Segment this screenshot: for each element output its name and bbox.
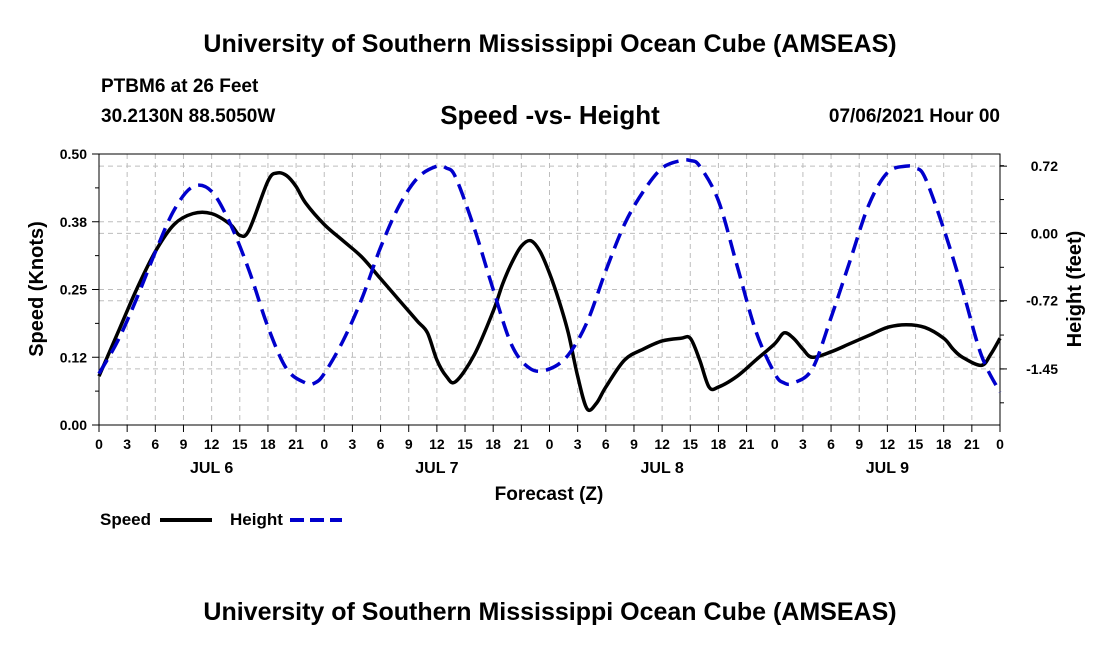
y-tick-label: 0.25	[60, 282, 87, 298]
x-tick-label: 0	[320, 436, 328, 452]
y2-tick-label: 0.72	[1031, 158, 1058, 174]
x-tick-label: 12	[429, 436, 445, 452]
x-tick-label: 0	[996, 436, 1004, 452]
x-tick-label: 12	[880, 436, 896, 452]
x-tick-label: 21	[739, 436, 755, 452]
x-tick-label: 9	[630, 436, 638, 452]
x-tick-label: 3	[799, 436, 807, 452]
x-tick-label: 21	[288, 436, 304, 452]
y2-tick-label: -0.72	[1026, 293, 1058, 309]
axes: 0 3 6 9 12 15 18 21 0 3 6 9 12 15 18 21 0 3 6 9 12 15 18 21 0 3 6 9…	[60, 146, 1058, 477]
x-tick-label: 6	[827, 436, 835, 452]
y2-tick-label: -1.45	[1026, 361, 1058, 377]
x-tick-label: 21	[964, 436, 980, 452]
x-tick-label: 18	[260, 436, 276, 452]
x-tick-label: 3	[349, 436, 357, 452]
x-tick-label: 12	[654, 436, 670, 452]
x-axis-label: Forecast (Z)	[495, 484, 604, 505]
x-tick-label: 15	[232, 436, 248, 452]
y-tick-label: 0.12	[60, 349, 87, 365]
x-tick-label: 6	[151, 436, 159, 452]
x-tick-label: 15	[908, 436, 924, 452]
x-tick-label: 0	[95, 436, 103, 452]
series-group	[97, 157, 1002, 412]
x-tick-label: 21	[514, 436, 530, 452]
day-label: JUL 8	[640, 460, 683, 477]
speed-series-line	[97, 170, 1002, 412]
x-tick-label: 15	[457, 436, 473, 452]
day-label: JUL 9	[866, 460, 909, 477]
x-tick-label: 18	[936, 436, 952, 452]
y-tick-label: 0.38	[60, 214, 87, 230]
coordinates-label: 30.2130N 88.5050W	[101, 106, 276, 127]
y-tick-label: 0.50	[60, 146, 87, 162]
x-tick-label: 9	[180, 436, 188, 452]
x-tick-label: 12	[204, 436, 220, 452]
x-tick-label: 9	[855, 436, 863, 452]
x-tick-label: 6	[602, 436, 610, 452]
x-tick-label: 9	[405, 436, 413, 452]
footer-title: University of Southern Mississippi Ocean…	[203, 598, 897, 626]
forecast-datetime: 07/06/2021 Hour 00	[828, 106, 1000, 127]
grid	[99, 154, 1000, 425]
y-tick-label: 0.00	[60, 417, 87, 433]
x-tick-label: 3	[574, 436, 582, 452]
legend-height-label: Height	[230, 510, 283, 529]
x-tick-label: 6	[377, 436, 385, 452]
x-tick-label: 15	[682, 436, 698, 452]
x-tick-label: 18	[485, 436, 501, 452]
day-label: JUL 6	[190, 460, 233, 477]
page-title: University of Southern Mississippi Ocean…	[203, 30, 897, 58]
x-tick-label: 18	[711, 436, 727, 452]
y2-tick-label: 0.00	[1031, 225, 1058, 241]
day-label: JUL 7	[415, 460, 458, 477]
chart-title: Speed -vs- Height	[440, 100, 660, 130]
x-tick-label: 0	[771, 436, 779, 452]
legend-speed-label: Speed	[100, 510, 151, 529]
legend: Speed Height	[100, 510, 342, 529]
y-axis-label: Speed (Knots)	[26, 221, 48, 357]
station-label: PTBM6 at 26 Feet	[101, 76, 259, 97]
x-tick-label: 0	[546, 436, 554, 452]
x-tick-label: 3	[123, 436, 131, 452]
y2-axis-label: Height (feet)	[1064, 231, 1086, 348]
